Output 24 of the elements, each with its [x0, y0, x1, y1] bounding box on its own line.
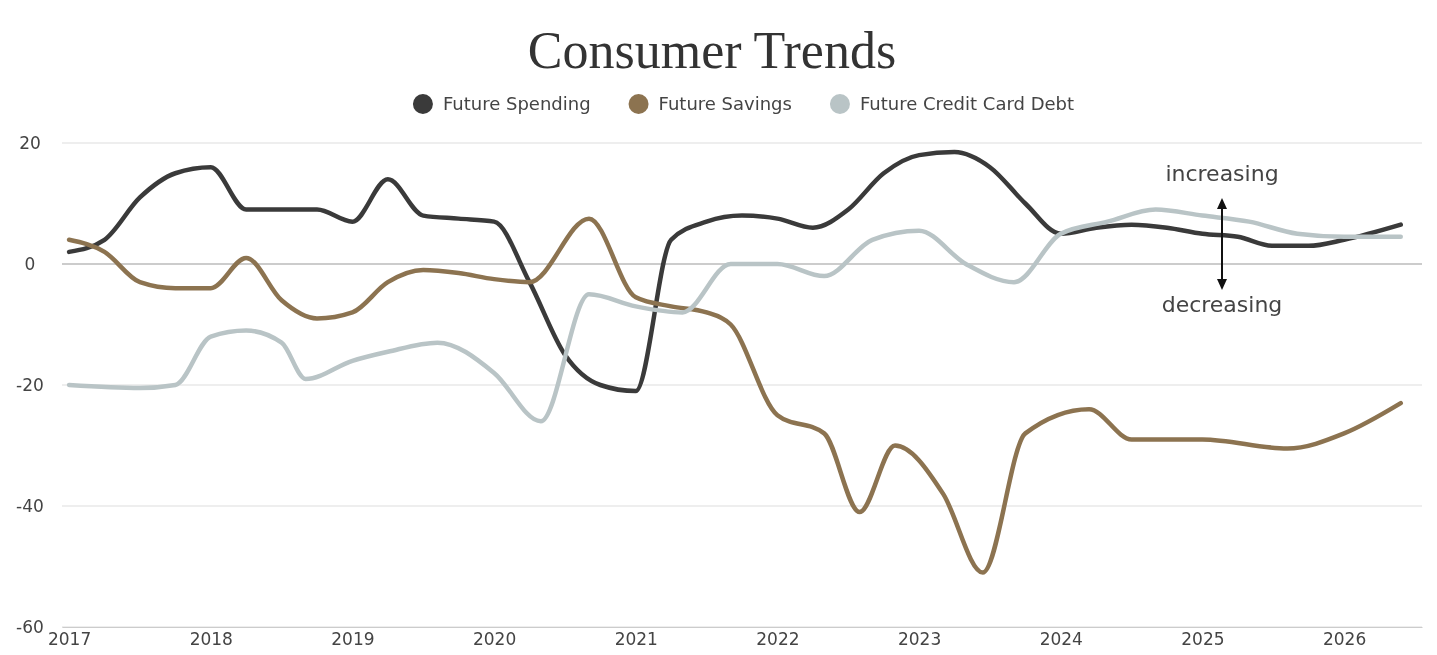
line-series: [66, 207, 1403, 424]
x-tick-label: 2017: [47, 629, 92, 650]
y-tick-label: -60: [16, 616, 44, 637]
y-tick-label: 20: [19, 132, 41, 153]
y-tick-label: 0: [24, 253, 36, 274]
x-tick-label: 2020: [472, 629, 517, 650]
x-tick-label: 2021: [614, 629, 658, 650]
x-tick-label: 2026: [1322, 629, 1367, 650]
legend-label: Future Savings: [658, 93, 792, 114]
x-tick-label: 2019: [331, 629, 375, 650]
y-tick-label: -20: [16, 374, 44, 395]
y-tick-label: -40: [16, 495, 44, 516]
x-tick-label: 2022: [756, 629, 800, 650]
line-series: [66, 149, 1403, 394]
chart-title: Consumer Trends: [527, 22, 897, 79]
line-series: [66, 216, 1403, 575]
legend-label: Future Spending: [442, 93, 591, 114]
x-tick-label: 2023: [897, 629, 942, 650]
annotation: decreasing: [1161, 292, 1283, 317]
legend-label: Future Credit Card Debt: [859, 93, 1075, 114]
annotation: increasing: [1165, 161, 1279, 186]
x-tick-label: 2018: [189, 629, 233, 650]
x-tick-label: 2024: [1039, 629, 1083, 650]
x-tick-label: 2025: [1181, 629, 1225, 650]
